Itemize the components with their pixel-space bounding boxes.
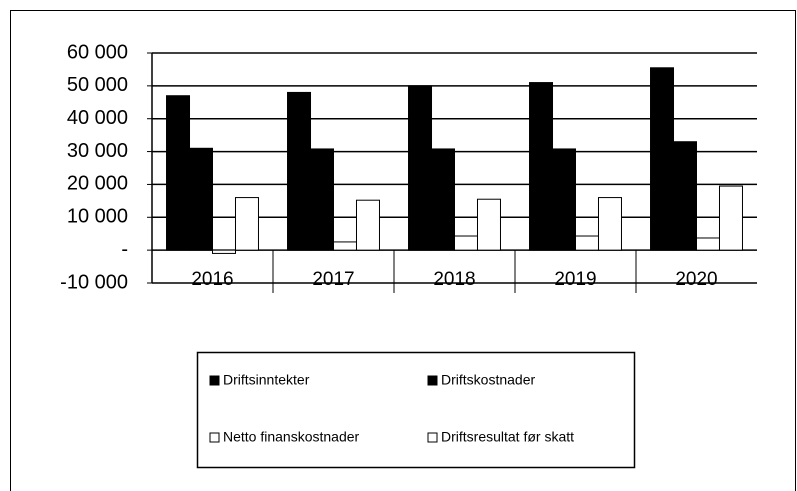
legend-swatch <box>427 375 438 386</box>
legend-label: Netto finanskostnader <box>223 429 360 445</box>
x-tick-label: 2019 <box>554 269 596 290</box>
bar <box>552 148 577 251</box>
x-tick-label: 2018 <box>433 269 475 290</box>
bar <box>310 148 335 251</box>
bar <box>575 235 599 251</box>
y-tick-label: 10 000 <box>67 206 128 228</box>
bar <box>529 82 554 251</box>
legend-label: Driftskostnader <box>441 372 535 388</box>
bar <box>287 91 312 251</box>
x-tick-label: 2017 <box>312 269 354 290</box>
bar <box>431 148 456 251</box>
y-tick-label: 20 000 <box>67 173 128 195</box>
legend-swatch <box>209 375 220 386</box>
x-tick-label: 2016 <box>191 269 233 290</box>
legend-label: Driftsresultat før skatt <box>441 429 574 445</box>
bar <box>597 197 622 251</box>
x-tick-label: 2020 <box>675 269 717 290</box>
legend-swatch <box>427 432 438 443</box>
y-tick-label: -10 000 <box>60 271 128 293</box>
bar <box>166 95 191 251</box>
y-tick-label: 30 000 <box>67 140 128 162</box>
bar <box>408 85 433 251</box>
bar <box>673 141 698 251</box>
bar <box>212 249 236 254</box>
y-tick-label: - <box>121 238 128 260</box>
y-tick-label: 60 000 <box>67 41 128 63</box>
bar <box>234 197 259 251</box>
bar <box>189 147 213 251</box>
bar <box>650 67 675 251</box>
bar <box>718 185 743 251</box>
legend-swatch <box>209 432 220 443</box>
bar <box>454 235 478 251</box>
legend-box <box>196 351 636 469</box>
bar <box>333 241 357 251</box>
bar <box>476 198 501 251</box>
legend-label: Driftsinntekter <box>223 372 310 388</box>
y-tick-label: 50 000 <box>67 74 128 96</box>
bar <box>355 199 380 251</box>
frame <box>10 10 796 491</box>
bar <box>696 237 720 251</box>
y-tick-label: 40 000 <box>67 107 128 129</box>
